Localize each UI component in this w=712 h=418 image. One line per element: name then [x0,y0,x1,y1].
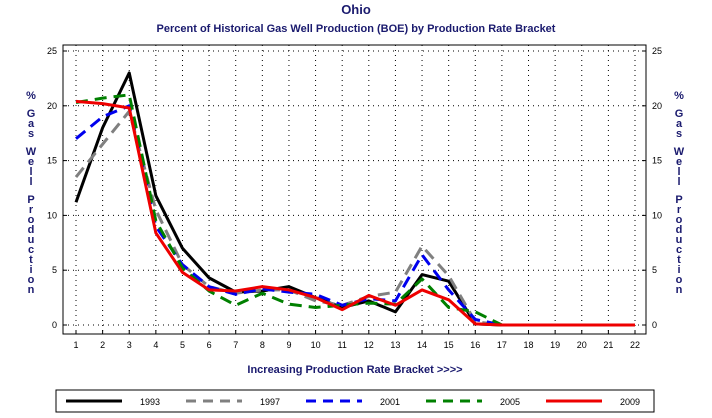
chart-subtitle: Percent of Historical Gas Well Productio… [157,23,556,35]
y-tick-label-left: 15 [47,156,57,166]
y-tick-label-left: 10 [47,210,57,220]
x-tick-label: 16 [470,340,480,350]
x-axis-label: Increasing Production Rate Bracket >>>> [247,364,462,376]
x-tick-label: 13 [390,340,400,350]
plot-area [62,44,647,335]
x-tick-label: 4 [153,340,158,350]
y-tick-label-right: 20 [652,101,662,111]
x-tick-label: 3 [127,340,132,350]
x-tick-label: 15 [444,340,454,350]
x-tick-label: 12 [364,340,374,350]
x-tick-label: 1 [73,340,78,350]
chart-title: Ohio [341,2,371,17]
y-tick-label-right: 5 [652,265,657,275]
legend-label-2001: 2001 [380,397,400,407]
x-tick-label: 8 [260,340,265,350]
y-tick-label-right: 15 [652,156,662,166]
legend [55,389,655,413]
grid [63,45,646,334]
axis-ticks: 1 2 3 4 5 6 7 8 9 10 11 12 13 14 15 16 17 18 19 20 21 220 05 51… [47,46,662,350]
series-lines [74,71,635,327]
x-tick-label: 5 [180,340,185,350]
series-line-2009 [75,99,635,327]
x-tick-label: 20 [577,340,587,350]
x-tick-label: 14 [417,340,427,350]
x-tick-label: 17 [497,340,507,350]
y-tick-label-left: 0 [52,320,57,330]
x-tick-label: 19 [550,340,560,350]
x-tick-label: 7 [233,340,238,350]
series-line-1993 [74,71,635,327]
legend-label-2005: 2005 [500,397,520,407]
y-tick-label-right: 25 [652,46,662,56]
x-tick-label: 9 [286,340,291,350]
y-tick-label-left: 20 [47,101,57,111]
y-tick-label-left: 5 [52,265,57,275]
x-tick-label: 22 [630,340,640,350]
x-tick-label: 18 [524,340,534,350]
legend-label-1993: 1993 [140,397,160,407]
x-tick-label: 11 [338,340,347,350]
series-line-1997 [74,109,635,327]
y-tick-label-right: 0 [652,320,657,330]
x-tick-label: 21 [603,340,613,350]
legend-items: 1993 1997 2001 2005 2009 [66,397,640,407]
x-tick-label: 6 [207,340,212,350]
x-tick-label: 10 [311,340,321,350]
x-tick-label: 2 [100,340,105,350]
legend-label-1997: 1997 [260,397,280,407]
y-tick-label-left: 25 [47,46,57,56]
series-line-2005 [75,93,635,327]
legend-label-2009: 2009 [620,397,640,407]
y-tick-label-right: 10 [652,210,662,220]
